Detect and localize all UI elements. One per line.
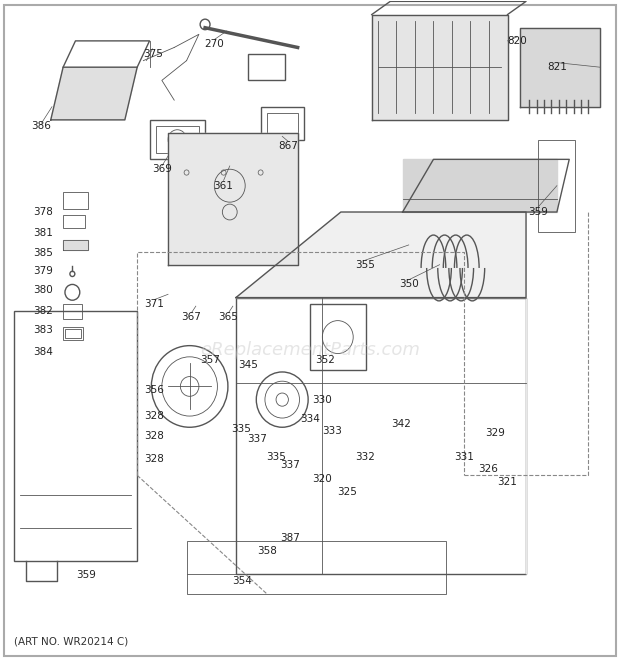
Bar xyxy=(65,329,81,338)
Bar xyxy=(248,54,285,81)
Bar xyxy=(63,304,82,319)
Polygon shape xyxy=(63,240,88,251)
Text: 321: 321 xyxy=(498,477,518,487)
Text: 270: 270 xyxy=(205,39,224,49)
Text: 369: 369 xyxy=(152,164,172,175)
Text: 345: 345 xyxy=(238,360,258,369)
Text: 337: 337 xyxy=(247,434,267,444)
Bar xyxy=(63,327,83,340)
Bar xyxy=(260,106,304,139)
Text: 359: 359 xyxy=(528,207,548,217)
Text: 342: 342 xyxy=(391,419,411,429)
Text: 867: 867 xyxy=(278,141,298,151)
Text: 334: 334 xyxy=(300,414,320,424)
Text: 380: 380 xyxy=(33,285,53,295)
Text: 386: 386 xyxy=(32,122,51,132)
Polygon shape xyxy=(51,67,137,120)
Polygon shape xyxy=(236,212,526,297)
Bar xyxy=(267,113,298,133)
Text: 361: 361 xyxy=(214,180,234,190)
Text: 820: 820 xyxy=(507,36,526,46)
Polygon shape xyxy=(402,159,557,212)
Bar xyxy=(187,541,446,594)
Text: 326: 326 xyxy=(478,464,498,474)
Text: 375: 375 xyxy=(143,49,162,59)
Text: 320: 320 xyxy=(312,473,332,484)
Text: 355: 355 xyxy=(356,260,376,270)
Text: 331: 331 xyxy=(454,452,474,462)
Text: 333: 333 xyxy=(322,426,342,436)
Text: 821: 821 xyxy=(547,62,567,72)
Text: 330: 330 xyxy=(312,395,332,405)
Text: 328: 328 xyxy=(144,411,164,421)
Bar xyxy=(538,139,575,232)
Text: 350: 350 xyxy=(399,280,419,290)
Bar xyxy=(310,304,366,370)
Text: 354: 354 xyxy=(232,576,252,586)
Text: 367: 367 xyxy=(182,313,202,323)
Text: 332: 332 xyxy=(356,452,376,462)
Text: 379: 379 xyxy=(33,266,53,276)
Text: 328: 328 xyxy=(144,454,164,464)
Text: 387: 387 xyxy=(280,533,300,543)
Text: (ART NO. WR20214 C): (ART NO. WR20214 C) xyxy=(14,637,128,646)
Text: 356: 356 xyxy=(144,385,164,395)
Text: 359: 359 xyxy=(77,570,97,580)
Text: 384: 384 xyxy=(33,346,53,356)
Text: eReplacementParts.com: eReplacementParts.com xyxy=(200,341,420,359)
Bar xyxy=(14,311,137,561)
Text: 383: 383 xyxy=(33,325,53,336)
Polygon shape xyxy=(372,15,508,120)
Text: 381: 381 xyxy=(33,228,53,238)
Text: 365: 365 xyxy=(219,313,239,323)
Text: 329: 329 xyxy=(485,428,505,438)
Polygon shape xyxy=(520,28,600,106)
Bar xyxy=(149,120,205,159)
Text: 352: 352 xyxy=(316,355,335,365)
Text: 371: 371 xyxy=(144,299,164,309)
Text: 378: 378 xyxy=(33,207,53,217)
Bar xyxy=(63,215,85,229)
Bar xyxy=(236,297,526,574)
Bar xyxy=(156,126,199,153)
Text: 382: 382 xyxy=(33,306,53,316)
Text: 357: 357 xyxy=(200,355,220,365)
Text: 385: 385 xyxy=(33,248,53,258)
Text: 325: 325 xyxy=(337,486,357,497)
Text: 335: 335 xyxy=(266,452,286,462)
Text: 335: 335 xyxy=(231,424,251,434)
Text: 358: 358 xyxy=(257,546,277,556)
Polygon shape xyxy=(168,133,298,264)
Text: 337: 337 xyxy=(280,461,300,471)
Text: 328: 328 xyxy=(144,431,164,441)
Bar xyxy=(63,192,88,209)
